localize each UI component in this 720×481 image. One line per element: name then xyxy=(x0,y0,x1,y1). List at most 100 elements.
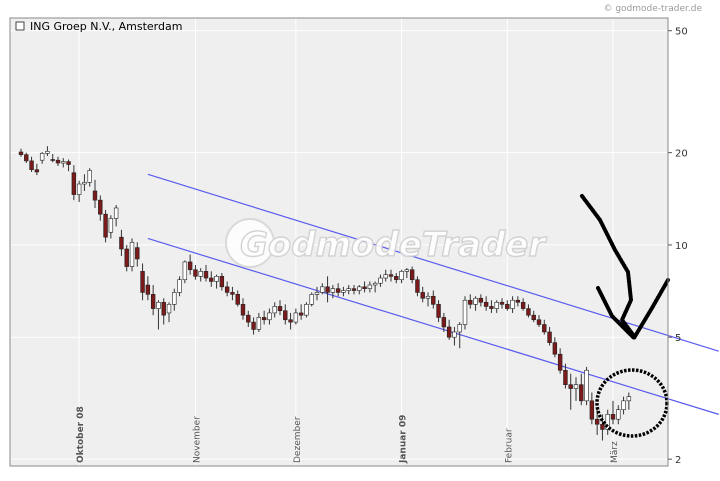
x-tick-label: Oktober 08 xyxy=(76,406,86,463)
candle-body xyxy=(267,312,272,321)
candle-body xyxy=(431,295,436,305)
candle-body xyxy=(409,269,415,281)
candle-body xyxy=(76,183,82,195)
candle-body xyxy=(621,400,626,411)
candle-body xyxy=(45,151,50,154)
candle-body xyxy=(462,299,468,325)
candle-body xyxy=(473,297,478,305)
candle-body xyxy=(600,423,605,430)
candle-body xyxy=(71,172,77,195)
candle-body xyxy=(29,160,34,170)
candle-body xyxy=(415,279,420,293)
candle-body xyxy=(166,304,172,314)
candle-body xyxy=(404,269,410,272)
candle-body xyxy=(378,277,383,284)
candle-body xyxy=(314,292,320,295)
hand-drawn-annotations xyxy=(580,194,670,438)
candle-body xyxy=(436,304,441,318)
candle-body xyxy=(489,306,494,309)
candle-body xyxy=(261,317,267,321)
candle-body xyxy=(557,353,563,371)
watermark: GodmodeTrader xyxy=(225,218,548,268)
candle-body xyxy=(156,301,161,309)
candle-body xyxy=(50,159,55,161)
x-tick-label: März xyxy=(610,441,620,463)
x-tick-label: Februar xyxy=(504,428,514,463)
candle-body xyxy=(224,286,230,293)
candle-body xyxy=(193,269,198,277)
candle-body xyxy=(573,384,579,389)
y-tick-label: 10 xyxy=(675,241,688,252)
candle-body xyxy=(82,182,87,185)
candle-body xyxy=(626,396,632,402)
candle-body xyxy=(515,299,521,303)
candle-body xyxy=(547,331,552,343)
candle-body xyxy=(277,306,283,312)
candle-body xyxy=(304,304,309,316)
candle-body xyxy=(230,292,235,295)
candle-body xyxy=(552,342,558,355)
x-tick-label: Januar 09 xyxy=(399,415,409,464)
candle-body xyxy=(34,169,40,173)
candle-body xyxy=(520,301,526,309)
candle-body xyxy=(108,218,114,233)
candle-body xyxy=(272,306,277,314)
annotation-arrow-head xyxy=(596,278,670,340)
candle-body xyxy=(341,290,346,293)
candle-body xyxy=(293,312,299,323)
candle-body xyxy=(446,326,452,338)
candle-body xyxy=(18,151,24,155)
candle-body xyxy=(367,284,373,289)
candle-body xyxy=(579,384,584,402)
candle-body xyxy=(536,319,542,325)
candle-body xyxy=(182,261,188,281)
candle-body xyxy=(494,301,499,309)
candle-body xyxy=(219,276,225,288)
candle-body xyxy=(113,207,119,219)
candle-body xyxy=(145,284,151,295)
candle-body xyxy=(584,369,589,402)
candle-body xyxy=(119,236,124,250)
candle-body xyxy=(362,286,367,289)
candle-body xyxy=(357,286,362,291)
candle-body xyxy=(483,301,489,307)
candle-body xyxy=(92,190,98,201)
candle-body xyxy=(399,271,404,281)
series-legend-swatch xyxy=(15,21,25,31)
candle-body xyxy=(335,288,341,293)
candle-body xyxy=(309,294,314,305)
candle-body xyxy=(610,414,616,420)
candle-body xyxy=(24,154,29,162)
candle-body xyxy=(325,286,330,293)
y-tick-label: 2 xyxy=(675,455,681,466)
trend-channel-line xyxy=(147,237,719,415)
candle-body xyxy=(563,369,568,385)
candle-body xyxy=(372,282,378,286)
candle-body xyxy=(251,321,256,330)
candle-body xyxy=(616,409,621,420)
candle-body xyxy=(246,314,251,323)
y-tick-label: 50 xyxy=(675,27,688,38)
candle-body xyxy=(209,277,214,282)
candle-body xyxy=(55,159,61,164)
candle-body xyxy=(150,294,156,309)
candle-body xyxy=(161,301,166,316)
candle-body xyxy=(420,292,425,299)
source-credit: © godmode-trader.de xyxy=(603,4,702,14)
candle-body xyxy=(468,299,473,305)
candle-body xyxy=(505,304,510,309)
candle-body xyxy=(346,288,351,291)
candle-body xyxy=(457,324,462,333)
watermark-circle xyxy=(225,218,275,268)
x-tick-label: November xyxy=(192,416,202,463)
candle-body xyxy=(568,384,573,389)
candle-body xyxy=(256,317,262,330)
candle-body xyxy=(320,286,325,293)
candle-body xyxy=(526,308,531,316)
candle-body xyxy=(66,161,71,165)
candle-body xyxy=(240,304,246,316)
candle-body xyxy=(198,271,203,277)
candle-body xyxy=(140,271,145,293)
candle-body xyxy=(172,292,177,305)
